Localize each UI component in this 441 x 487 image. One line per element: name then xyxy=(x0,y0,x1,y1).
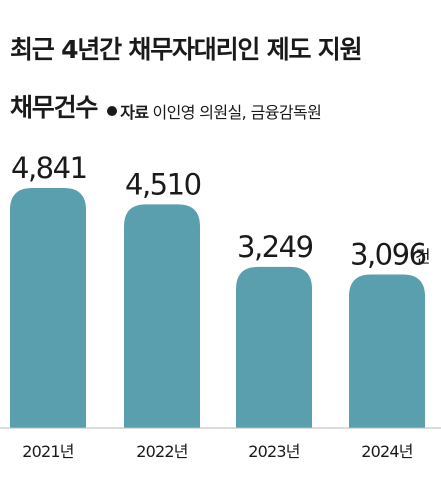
bar-1 xyxy=(10,188,86,428)
category-label-3: 2023년 xyxy=(248,442,300,461)
bullet-icon xyxy=(107,106,118,116)
source-note: 자료 이인영 의원실, 금융감독원 xyxy=(107,99,322,123)
chart-subtitle: 채무건수 xyxy=(10,93,98,122)
unit-label: 건 xyxy=(415,248,431,268)
category-label-2: 2022년 xyxy=(136,442,188,461)
bar-3 xyxy=(236,266,312,428)
chart-title: 최근 4년간 채무자대리인 제도 지원 xyxy=(10,35,363,64)
subtitle-row: 채무건수 자료 이인영 의원실, 금융감독원 xyxy=(10,88,322,124)
value-label-2: 4,510 xyxy=(125,167,201,201)
bar-2 xyxy=(124,204,200,428)
category-label-1: 2021년 xyxy=(22,442,74,461)
source-label: 자료 xyxy=(120,103,149,122)
category-label-4: 2024년 xyxy=(361,442,413,461)
value-label-3: 3,249 xyxy=(237,230,313,264)
bar-4 xyxy=(349,274,425,428)
value-label-1: 4,841 xyxy=(11,151,87,185)
source-text: 이인영 의원실, 금융감독원 xyxy=(152,103,322,122)
value-label-4: 3,096 xyxy=(350,238,426,272)
